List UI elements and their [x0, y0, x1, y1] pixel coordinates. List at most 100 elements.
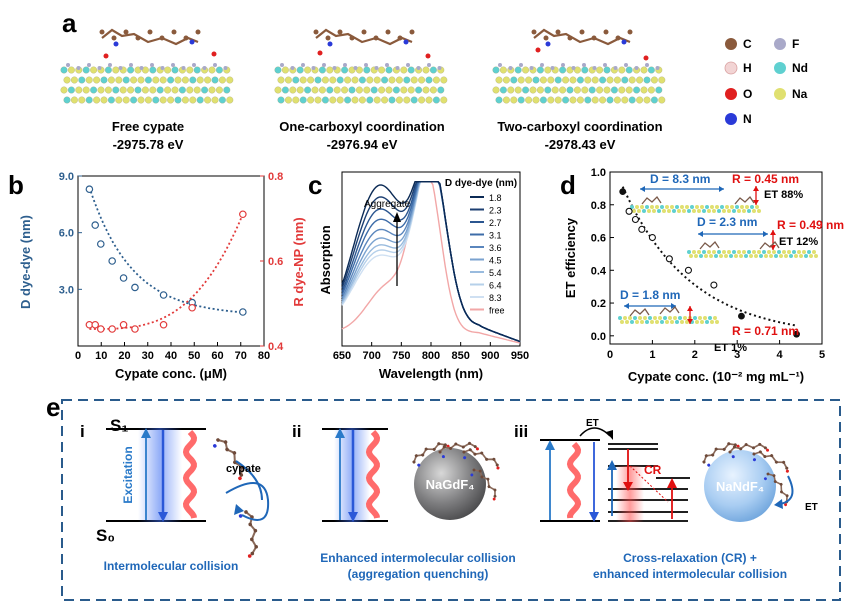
b-point-left	[119, 274, 128, 282]
molecule-c-atom	[135, 35, 141, 41]
mol-ii-3-atom	[473, 452, 477, 456]
slab-f-atom	[634, 66, 639, 70]
d-cartoon-2-slab	[699, 254, 703, 258]
d-cartoon-3-slab	[618, 316, 622, 320]
slab-atom	[373, 76, 381, 84]
slab-atom	[141, 66, 149, 74]
slab-atom	[373, 96, 381, 104]
molecule-c-atom	[111, 35, 117, 41]
d-cartoon-2-slab	[702, 250, 706, 254]
legend-f: F	[792, 37, 799, 51]
d-cartoon-2-slab	[784, 254, 788, 258]
d-cartoon-3-distance-head-right	[671, 303, 676, 309]
d-cartoon-2-slab	[714, 254, 718, 258]
d-cartoon-1-slab	[682, 209, 686, 213]
molecule-c-atom	[325, 35, 331, 41]
d-cartoon-1-molecule	[734, 195, 755, 205]
et-curved-arrow-head	[606, 430, 613, 440]
b-point-left	[108, 257, 116, 265]
molecule-o-atom	[535, 47, 541, 53]
slab-f-atom	[655, 66, 660, 70]
structure-3-energy: -2978.43 eV	[545, 137, 616, 152]
panel-b-ticks: 0 10 20 30 40 50 60 70 80 3.0 6.0 9.0 0.4 0.6 0.8	[59, 171, 284, 362]
panel-b-xlabel: Cypate conc. (μM)	[115, 366, 227, 381]
slab-f-atom	[603, 63, 607, 67]
d-cartoon-2-slab	[712, 250, 716, 254]
mol-ii-3-atom	[480, 451, 484, 455]
d-cartoon-3-slab	[673, 316, 677, 320]
cr-dotted-transfer	[629, 465, 669, 503]
slab-atom	[606, 96, 614, 104]
slab-atom	[366, 96, 374, 104]
d-cartoon-3-slab	[670, 320, 674, 324]
slab-atom	[127, 66, 135, 74]
mol-ii-2-atom	[461, 445, 465, 449]
s0-label: S₀	[96, 526, 115, 545]
slab-atom	[643, 96, 651, 104]
mol-iii-4-n-atom	[764, 477, 767, 481]
d-cartoon-1-slab	[652, 209, 656, 213]
d-point-open	[638, 225, 646, 233]
d-cartoon-2-slab	[687, 250, 691, 254]
molecule-c-atom	[567, 35, 573, 41]
slab-atom	[226, 96, 234, 104]
slab-atom	[344, 96, 352, 104]
slab-atom	[159, 96, 167, 104]
d-cartoon-1-slab	[717, 209, 721, 213]
annot-2-et: ET 12%	[779, 236, 818, 248]
panel-d-ticks: 0 1 2 3 4 5 0.0 0.2 0.4 0.6 0.8 1.0	[591, 167, 825, 361]
nandf4-label: NaNdF₄	[716, 479, 764, 494]
d-cartoon-1-slab	[750, 205, 754, 209]
mol-iii-3-atom	[770, 454, 774, 458]
slab-atom	[311, 86, 319, 94]
slab-atom	[510, 76, 518, 84]
emission-wave-i	[182, 429, 198, 519]
d-cartoon-2-slab	[782, 250, 786, 254]
c-legend-label-5.4: 5.4	[489, 268, 502, 278]
subpanel-ii: ii NaGdF₄ Enhanced intermolecular collis…	[292, 422, 516, 581]
b-x-tick-label: 50	[188, 350, 200, 362]
molecule-c-atom	[531, 29, 537, 35]
d-cartoon-2-slab	[754, 254, 758, 258]
slab-atom	[284, 76, 292, 84]
d-y-tick-label: 0.6	[591, 233, 606, 245]
d-point-open	[631, 215, 639, 224]
slab-atom	[596, 66, 604, 74]
d-cartoon-3-slab	[623, 316, 627, 320]
slab-atom	[314, 96, 322, 104]
d-point-open	[710, 281, 718, 289]
slab-atom	[418, 96, 426, 104]
panel-b-ylabel-left: D dye-dye (nm)	[18, 215, 33, 309]
d-cartoon-1-slab	[735, 205, 739, 209]
slab-atom	[355, 86, 363, 94]
c-legend-label-6.4: 6.4	[489, 281, 502, 291]
slab-f-atom	[301, 63, 305, 67]
mol-ii-2-atom	[438, 450, 442, 454]
slab-atom	[289, 86, 297, 94]
d-cartoon-1-slab	[730, 205, 734, 209]
d-point-filled	[619, 188, 627, 196]
d-cartoon-3-slab	[660, 320, 664, 324]
d-cartoon-2-slab	[774, 254, 778, 258]
panel-d-fit	[621, 186, 797, 327]
slab-atom	[599, 96, 607, 104]
panel-c-curves	[341, 181, 521, 344]
panel-d-ylabel: ET efficiency	[563, 217, 578, 298]
d-cartoon-1-slab	[742, 209, 746, 213]
b-x-tick-label: 20	[118, 350, 130, 362]
slab-atom	[60, 66, 68, 74]
molecule-n-atom	[189, 39, 195, 45]
mol-i-top-atom	[223, 440, 228, 444]
slab-atom	[370, 86, 378, 94]
slab-atom	[544, 66, 552, 74]
b-yr-tick-label: 0.4	[268, 341, 284, 353]
annot-2-distance: D = 2.3 nm	[697, 215, 757, 229]
bound-molecules	[702, 442, 789, 507]
slab-atom	[378, 66, 386, 74]
s1-label: S₁	[110, 416, 128, 435]
slab-atom	[100, 76, 108, 84]
mol-iii-3-atom	[785, 466, 789, 470]
panel-a: a Free cypate -2975.78 eV One-carboxyl c…	[60, 8, 808, 152]
slab-atom	[119, 86, 127, 94]
d-cartoon-3-slab	[635, 320, 639, 324]
